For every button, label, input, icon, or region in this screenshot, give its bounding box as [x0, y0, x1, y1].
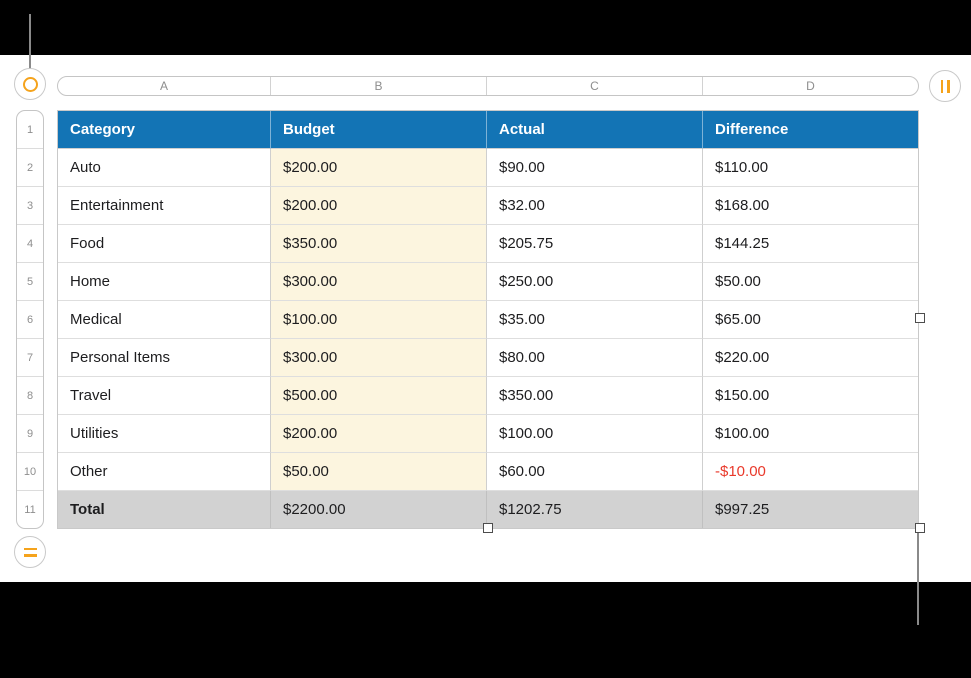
cell-difference[interactable]: $110.00: [703, 149, 918, 187]
cell-actual[interactable]: $100.00: [487, 415, 703, 453]
header-cell-budget[interactable]: Budget: [271, 111, 487, 149]
callout-line-top-left: [29, 14, 31, 70]
cell-difference[interactable]: $50.00: [703, 263, 918, 301]
cell-actual[interactable]: $205.75: [487, 225, 703, 263]
cell-difference[interactable]: $168.00: [703, 187, 918, 225]
cell-budget[interactable]: $50.00: [271, 453, 487, 491]
row-header-4[interactable]: 4: [17, 225, 43, 263]
double-horizontal-bars-icon: [23, 547, 37, 557]
total-cell-budget[interactable]: $2200.00: [271, 491, 487, 528]
row-header-bar: 1 2 3 4 5 6 7 8 9 10 11: [16, 110, 44, 529]
cell-actual[interactable]: $32.00: [487, 187, 703, 225]
total-cell-difference[interactable]: $997.25: [703, 491, 918, 528]
table-row: Personal Items $300.00 $80.00 $220.00: [58, 339, 918, 377]
cell-actual[interactable]: $35.00: [487, 301, 703, 339]
resize-handle-corner[interactable]: [915, 523, 925, 533]
row-header-3[interactable]: 3: [17, 187, 43, 225]
cell-actual[interactable]: $80.00: [487, 339, 703, 377]
cell-actual[interactable]: $350.00: [487, 377, 703, 415]
header-cell-actual[interactable]: Actual: [487, 111, 703, 149]
cell-difference[interactable]: $150.00: [703, 377, 918, 415]
row-header-11[interactable]: 11: [24, 503, 36, 516]
cell-category[interactable]: Entertainment: [58, 187, 271, 225]
budget-table: Category Budget Actual Difference Auto $200.0…: [57, 110, 919, 529]
cell-difference[interactable]: -$10.00: [703, 453, 918, 491]
table-row: Other $50.00 $60.00 -$10.00: [58, 453, 918, 491]
cell-category[interactable]: Personal Items: [58, 339, 271, 377]
table-row: Travel $500.00 $350.00 $150.00: [58, 377, 918, 415]
table-row: Home $300.00 $250.00 $50.00: [58, 263, 918, 301]
table-header-row: Category Budget Actual Difference: [58, 111, 918, 149]
cell-category[interactable]: Food: [58, 225, 271, 263]
table-total-row: Total $2200.00 $1202.75 $997.25: [58, 491, 918, 528]
header-cell-difference[interactable]: Difference: [703, 111, 918, 149]
cell-budget[interactable]: $200.00: [271, 187, 487, 225]
row-header-10[interactable]: 10: [17, 453, 43, 491]
resize-handle-bottom[interactable]: [483, 523, 493, 533]
cell-budget[interactable]: $200.00: [271, 149, 487, 187]
cell-category[interactable]: Travel: [58, 377, 271, 415]
cell-budget[interactable]: $300.00: [271, 339, 487, 377]
total-cell-actual[interactable]: $1202.75: [487, 491, 703, 528]
row-header-8[interactable]: 8: [17, 377, 43, 415]
circle-ring-icon: [22, 76, 38, 92]
table-row: Auto $200.00 $90.00 $110.00: [58, 149, 918, 187]
cell-difference[interactable]: $100.00: [703, 415, 918, 453]
row-header-1[interactable]: 1: [17, 111, 43, 149]
table-select-handle[interactable]: [14, 68, 46, 100]
row-header-9[interactable]: 9: [17, 415, 43, 453]
column-header-c[interactable]: C: [487, 77, 703, 95]
column-header-a[interactable]: A: [58, 77, 271, 95]
double-vertical-bars-icon: [940, 79, 950, 93]
cell-difference[interactable]: $220.00: [703, 339, 918, 377]
table-row: Utilities $200.00 $100.00 $100.00: [58, 415, 918, 453]
cell-budget[interactable]: $100.00: [271, 301, 487, 339]
cell-budget[interactable]: $350.00: [271, 225, 487, 263]
cell-category[interactable]: Utilities: [58, 415, 271, 453]
row-header-5[interactable]: 5: [17, 263, 43, 301]
cell-category[interactable]: Other: [58, 453, 271, 491]
bottom-letterbox-bar: [0, 582, 971, 678]
header-cell-category[interactable]: Category: [58, 111, 271, 149]
cell-difference[interactable]: $144.25: [703, 225, 918, 263]
cell-budget[interactable]: $200.00: [271, 415, 487, 453]
top-letterbox-bar: [0, 0, 971, 55]
table-row: Medical $100.00 $35.00 $65.00: [58, 301, 918, 339]
table-row: Entertainment $200.00 $32.00 $168.00: [58, 187, 918, 225]
cell-actual[interactable]: $250.00: [487, 263, 703, 301]
column-header-b[interactable]: B: [271, 77, 487, 95]
row-header-2[interactable]: 2: [17, 149, 43, 187]
callout-line-bottom-right: [917, 533, 919, 625]
cell-actual[interactable]: $90.00: [487, 149, 703, 187]
cell-difference[interactable]: $65.00: [703, 301, 918, 339]
cell-category[interactable]: Medical: [58, 301, 271, 339]
row-header-6[interactable]: 6: [17, 301, 43, 339]
cell-budget[interactable]: $300.00: [271, 263, 487, 301]
resize-handle-right[interactable]: [915, 313, 925, 323]
total-cell-category[interactable]: Total: [58, 491, 271, 528]
add-rows-handle[interactable]: [14, 536, 46, 568]
cell-category[interactable]: Auto: [58, 149, 271, 187]
column-header-d[interactable]: D: [806, 79, 815, 93]
row-header-7[interactable]: 7: [17, 339, 43, 377]
table-row: Food $350.00 $205.75 $144.25: [58, 225, 918, 263]
cell-budget[interactable]: $500.00: [271, 377, 487, 415]
cell-category[interactable]: Home: [58, 263, 271, 301]
cell-actual[interactable]: $60.00: [487, 453, 703, 491]
add-columns-handle[interactable]: [929, 70, 961, 102]
